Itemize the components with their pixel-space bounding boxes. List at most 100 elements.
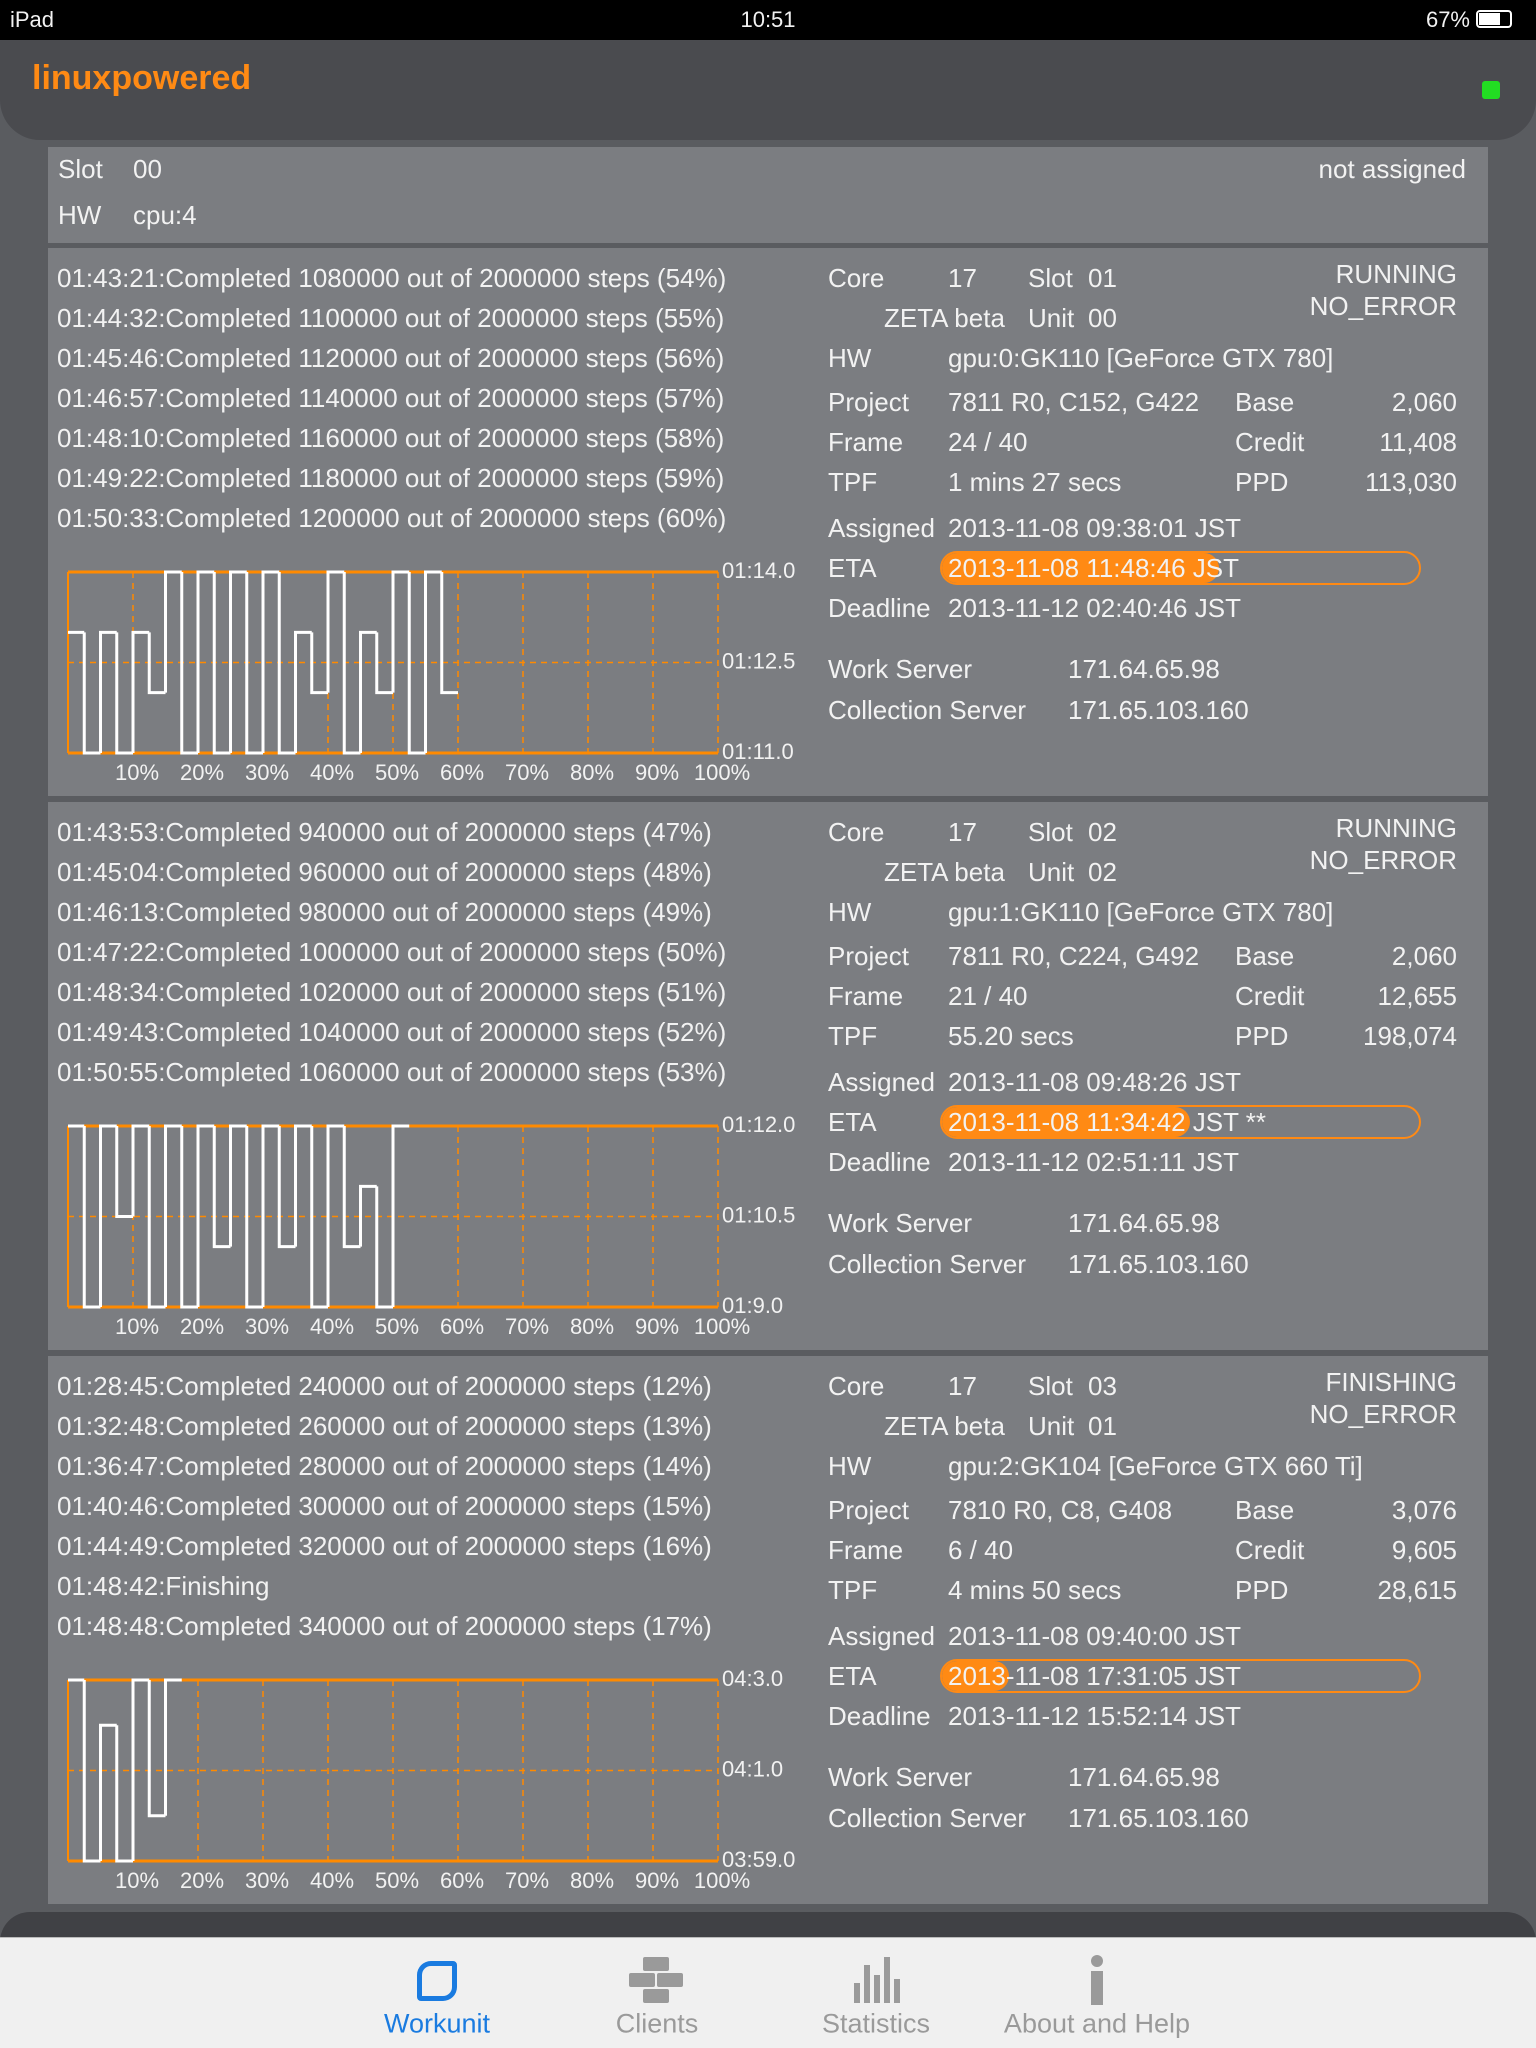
field-label: ETA xyxy=(828,553,877,583)
icon-shape xyxy=(657,1973,683,1987)
tab-icon[interactable] xyxy=(848,1955,904,2005)
slot-status: not assigned xyxy=(1318,154,1466,184)
field-label: Unit xyxy=(1028,303,1075,333)
x-tick-label: 30% xyxy=(245,1314,289,1339)
x-tick-label: 50% xyxy=(375,1868,419,1893)
log-line: 01:44:32:Completed 1100000 out of 200000… xyxy=(57,303,725,333)
eta-progress-track xyxy=(940,1659,1421,1693)
eta-progress-fill xyxy=(942,1661,1009,1691)
frame-time-step xyxy=(294,630,312,753)
field-value: 113,030 xyxy=(1364,467,1457,497)
frame-time-step xyxy=(342,1126,361,1249)
field-label: HW xyxy=(828,897,872,927)
icon-shape xyxy=(1091,1971,1103,2005)
field-label: Unit xyxy=(1028,1411,1075,1441)
field-value: 171.65.103.160 xyxy=(1068,1249,1249,1279)
field-label: Slot xyxy=(1028,817,1073,847)
log-line: 01:28:45:Completed 240000 out of 2000000… xyxy=(57,1371,712,1401)
frame-time-step xyxy=(277,1126,296,1249)
field-value: 2013-11-08 09:40:00 JST xyxy=(948,1621,1241,1651)
core-name: ZETA beta xyxy=(884,1411,1005,1441)
log-line: 01:49:43:Completed 1040000 out of 200000… xyxy=(57,1017,727,1047)
tab-icon[interactable] xyxy=(629,1955,685,2005)
tab-icon[interactable] xyxy=(1069,1955,1125,2005)
frame-time-step xyxy=(115,632,133,755)
y-tick-label: 03:59.0 xyxy=(722,1847,795,1872)
y-tick-label: 04:1.0 xyxy=(722,1756,783,1781)
log-line: 01:47:22:Completed 1000000 out of 200000… xyxy=(57,937,727,967)
x-tick-label: 40% xyxy=(310,1314,354,1339)
frame-time-step xyxy=(310,632,328,695)
tab-bar xyxy=(0,1937,1536,2048)
field-label: Assigned xyxy=(828,1621,935,1651)
log-line: 01:46:57:Completed 1140000 out of 200000… xyxy=(57,383,725,413)
field-label: Work Server xyxy=(828,1208,972,1238)
frame-time-step xyxy=(131,630,150,753)
field-label: Project xyxy=(828,941,909,971)
frame-time-step xyxy=(131,1678,150,1861)
log-line: 01:46:13:Completed 980000 out of 2000000… xyxy=(57,897,712,927)
x-tick-label: 90% xyxy=(635,1314,679,1339)
field-label: Deadline xyxy=(828,593,931,623)
unit-error: NO_ERROR xyxy=(1309,845,1457,875)
x-tick-label: 20% xyxy=(180,1314,224,1339)
frame-time-step xyxy=(180,572,198,755)
x-tick-label: 100% xyxy=(694,760,750,785)
field-label: Project xyxy=(828,1495,909,1525)
tab-label[interactable]: About and Help xyxy=(1003,2008,1191,2039)
icon-shape xyxy=(417,1961,457,2001)
field-label: Deadline xyxy=(828,1147,931,1177)
field-value: 01 xyxy=(1088,263,1117,293)
field-label: Collection Server xyxy=(828,1803,1026,1833)
x-tick-label: 60% xyxy=(440,1314,484,1339)
y-tick-label: 01:11.0 xyxy=(722,739,794,764)
field-label: Slot xyxy=(1028,1371,1073,1401)
field-label: PPD xyxy=(1235,467,1289,497)
x-tick-label: 30% xyxy=(245,1868,289,1893)
battery-level: 67% xyxy=(1425,7,1470,32)
field-value: 7811 R0, C224, G492 xyxy=(948,941,1200,971)
y-tick-label: 04:3.0 xyxy=(722,1666,783,1691)
x-tick-label: 100% xyxy=(694,1868,750,1893)
frame-time-step xyxy=(82,632,101,755)
client-name: linuxpowered xyxy=(32,59,252,97)
unit-error: NO_ERROR xyxy=(1309,1399,1457,1429)
frame-time-step xyxy=(229,1124,247,1247)
frame-time-step xyxy=(196,570,215,753)
frame-time-step xyxy=(147,632,166,695)
field-value: 2013-11-12 15:52:14 JST xyxy=(948,1701,1241,1731)
tab-icon[interactable] xyxy=(409,1955,465,2005)
frame-time-step xyxy=(99,1124,117,1307)
field-value: 7810 R0, C8, G408 xyxy=(948,1495,1173,1525)
field-label: Core xyxy=(828,263,885,293)
eta-progress-track xyxy=(940,1105,1421,1139)
icon-shape xyxy=(1091,1955,1103,1967)
field-label: Frame xyxy=(828,427,904,457)
x-tick-label: 30% xyxy=(245,760,289,785)
field-value: 11,408 xyxy=(1379,427,1457,457)
field-label: TPF xyxy=(828,467,878,497)
x-tick-label: 70% xyxy=(505,760,549,785)
field-label: Work Server xyxy=(828,1762,972,1792)
icon-shape xyxy=(894,1979,900,2003)
log-line: 01:40:46:Completed 300000 out of 2000000… xyxy=(57,1491,712,1521)
field-value: 6 / 40 xyxy=(948,1535,1014,1565)
x-tick-label: 80% xyxy=(570,760,614,785)
eta-progress-fill xyxy=(942,553,1219,583)
icon-shape xyxy=(629,1973,655,1987)
core-name: ZETA beta xyxy=(884,303,1005,333)
x-tick-label: 80% xyxy=(570,1314,614,1339)
frame-time-step xyxy=(115,1725,133,1863)
field-value: 55.20 secs xyxy=(948,1021,1074,1051)
field-label: TPF xyxy=(828,1575,878,1605)
frame-time-step xyxy=(229,570,247,753)
y-tick-label: 01:10.5 xyxy=(722,1202,795,1227)
frame-time-step xyxy=(375,632,393,695)
x-tick-label: 40% xyxy=(310,1868,354,1893)
frame-time-step xyxy=(245,572,263,755)
tab-label[interactable]: Workunit xyxy=(383,2008,491,2039)
field-label: Frame xyxy=(828,1535,904,1565)
tab-label[interactable]: Clients xyxy=(615,2008,699,2039)
hw-value: cpu:4 xyxy=(133,200,197,230)
tab-label[interactable]: Statistics xyxy=(821,2008,931,2039)
